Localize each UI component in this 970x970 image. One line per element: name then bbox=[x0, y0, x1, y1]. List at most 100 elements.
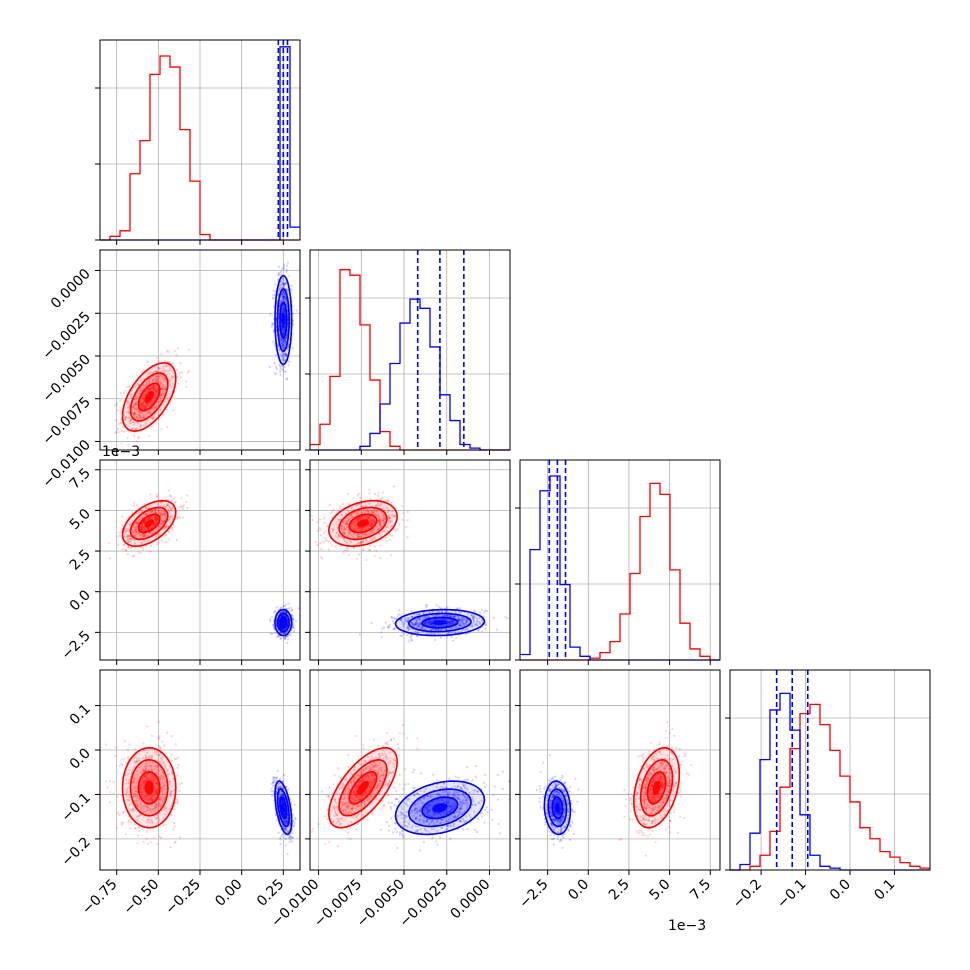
scatter-point bbox=[322, 540, 325, 544]
scatter-point bbox=[173, 808, 176, 811]
scatter-point bbox=[280, 311, 283, 314]
scatter-point bbox=[455, 637, 458, 640]
scatter-point bbox=[147, 411, 150, 414]
scatter-point bbox=[165, 731, 169, 734]
scatter-point bbox=[284, 340, 287, 343]
scatter-point bbox=[150, 544, 153, 547]
scatter-point bbox=[159, 374, 162, 377]
panel-3-0: −0.75 −0.50 −0.25 0.00 0.25−0.2−0.10.00.1 bbox=[58, 669, 301, 918]
scatter-point bbox=[131, 421, 134, 424]
scatter-point bbox=[129, 827, 132, 830]
scatter-point bbox=[271, 322, 274, 325]
scatter-point bbox=[151, 387, 154, 391]
scatter-point bbox=[381, 627, 384, 630]
scatter-point bbox=[170, 759, 174, 762]
scatter-point bbox=[127, 410, 130, 413]
scatter-point bbox=[168, 367, 172, 370]
scatter-point bbox=[277, 272, 280, 275]
scatter-point bbox=[123, 389, 126, 392]
scatter-point bbox=[115, 826, 118, 829]
scatter-point bbox=[392, 620, 395, 623]
scatter-point bbox=[171, 528, 174, 531]
scatter-point bbox=[136, 834, 140, 837]
scatter-point bbox=[277, 342, 280, 345]
scatter-point bbox=[284, 637, 287, 640]
scatter-point bbox=[182, 504, 186, 507]
scatter-point bbox=[328, 503, 331, 507]
scatter-point bbox=[123, 757, 126, 760]
scatter-point bbox=[384, 621, 387, 624]
scatter-point bbox=[322, 517, 326, 520]
scatter-point bbox=[159, 392, 162, 395]
scatter-point bbox=[117, 811, 120, 815]
scatter-point bbox=[164, 399, 167, 403]
scatter-point bbox=[282, 365, 285, 368]
scatter-point bbox=[124, 416, 128, 419]
scatter-point bbox=[282, 291, 285, 294]
scatter-point bbox=[401, 505, 404, 508]
scatter-point bbox=[271, 297, 274, 300]
scatter-point bbox=[132, 412, 136, 415]
scatter-point bbox=[143, 384, 146, 387]
scatter-point bbox=[291, 333, 294, 336]
scatter-point bbox=[143, 407, 146, 410]
scatter-point bbox=[114, 419, 117, 422]
scatter-point bbox=[120, 422, 123, 425]
scatter-point bbox=[121, 758, 124, 761]
scatter-point bbox=[269, 313, 272, 316]
scatter-point bbox=[168, 369, 171, 372]
scatter-point bbox=[178, 505, 181, 508]
scatter-point bbox=[118, 813, 121, 817]
scatter-point bbox=[168, 494, 171, 497]
scatter-point bbox=[426, 604, 429, 607]
scatter-point bbox=[167, 370, 170, 373]
scatter-point bbox=[136, 421, 139, 424]
scatter-point bbox=[355, 557, 358, 561]
scatter-point bbox=[170, 375, 173, 378]
scatter-point bbox=[152, 400, 155, 403]
scatter-point bbox=[162, 391, 165, 394]
scatter-point bbox=[132, 412, 135, 415]
scatter-point bbox=[139, 416, 142, 419]
scatter-point bbox=[368, 492, 371, 495]
scatter-point bbox=[273, 610, 276, 613]
scatter-point bbox=[180, 497, 183, 500]
scatter-point bbox=[379, 544, 382, 547]
scatter-point bbox=[161, 385, 164, 388]
scatter-point bbox=[147, 389, 151, 392]
scatter-point bbox=[145, 402, 148, 405]
y-tick-label: 0.0000 bbox=[48, 266, 94, 312]
scatter-point bbox=[164, 388, 167, 391]
scatter-point bbox=[391, 534, 394, 537]
scatter-point bbox=[318, 527, 321, 530]
scatter-point bbox=[342, 502, 345, 505]
scatter-point bbox=[136, 407, 139, 410]
scatter-point bbox=[140, 407, 143, 410]
scatter-point bbox=[156, 378, 159, 381]
scatter-point bbox=[283, 309, 286, 312]
scatter-point bbox=[156, 378, 159, 381]
scatter-point bbox=[170, 735, 173, 738]
scatter-point bbox=[279, 339, 282, 343]
scatter-point bbox=[120, 442, 123, 445]
scatter-point bbox=[171, 382, 174, 385]
scatter-point bbox=[506, 617, 509, 620]
scatter-point bbox=[319, 529, 322, 532]
scatter-point bbox=[134, 396, 138, 399]
scatter-point bbox=[321, 557, 324, 560]
scatter-point bbox=[380, 636, 383, 639]
scatter-point bbox=[395, 528, 398, 531]
scatter-point bbox=[162, 390, 165, 393]
scatter-point bbox=[169, 378, 172, 381]
scatter-point bbox=[120, 429, 123, 433]
scatter-point bbox=[291, 614, 294, 617]
scatter-point bbox=[285, 352, 288, 356]
scatter-point bbox=[390, 553, 393, 557]
scatter-point bbox=[141, 405, 144, 408]
scatter-point bbox=[401, 518, 404, 521]
scatter-point bbox=[153, 370, 156, 373]
scatter-point bbox=[132, 421, 135, 424]
scatter-point bbox=[158, 370, 162, 373]
scatter-point bbox=[150, 371, 153, 374]
